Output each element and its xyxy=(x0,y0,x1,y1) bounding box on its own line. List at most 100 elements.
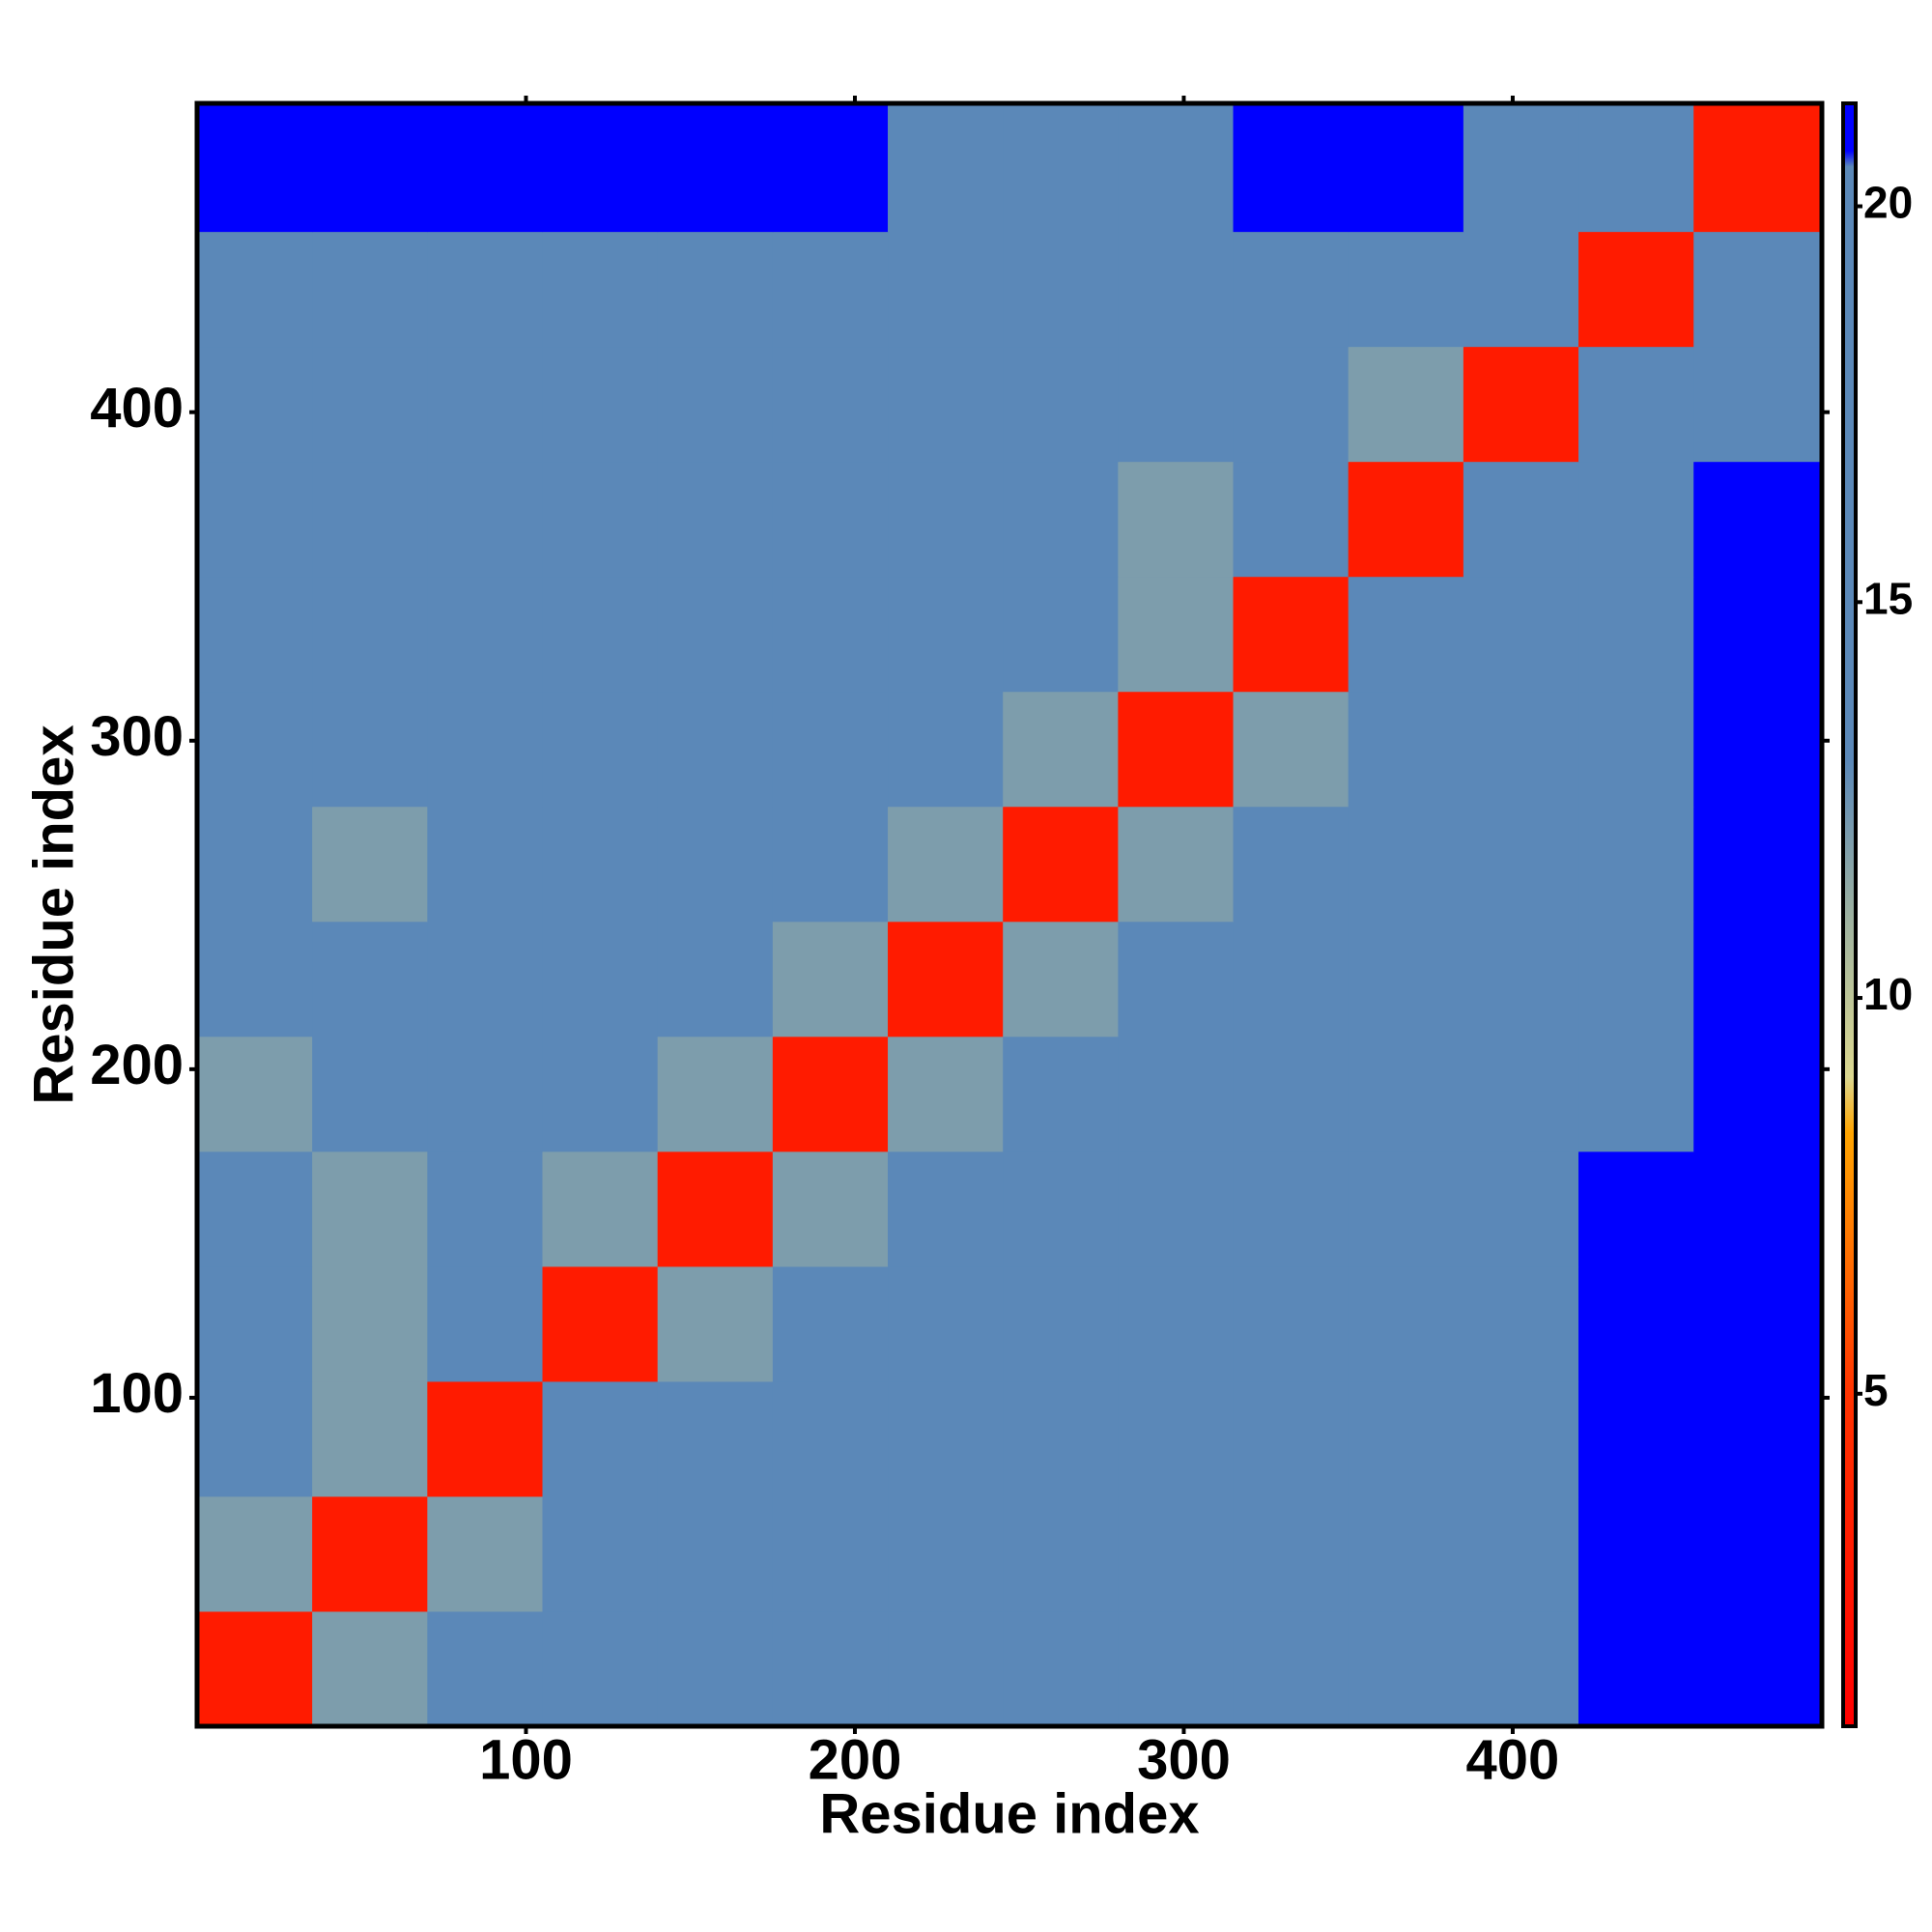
colorbar-tick-label: 15 xyxy=(1863,573,1913,623)
heatmap-cell xyxy=(1003,461,1119,578)
heatmap-cell xyxy=(657,346,774,463)
heatmap-cell xyxy=(1578,1495,1694,1612)
heatmap-cell xyxy=(1003,691,1119,808)
heatmap-cell xyxy=(1348,1265,1464,1382)
heatmap-cell xyxy=(1348,461,1464,578)
heatmap-cell xyxy=(1118,1380,1235,1497)
heatmap-cell xyxy=(1233,1610,1350,1727)
heatmap-cell xyxy=(312,691,428,808)
heatmap-cell xyxy=(312,921,428,1037)
heatmap-cell xyxy=(1693,461,1823,578)
heatmap-cell xyxy=(1463,1265,1579,1382)
heatmap-cell xyxy=(542,1151,659,1267)
heatmap-cell xyxy=(312,346,428,463)
heatmap-cell xyxy=(1118,231,1235,348)
heatmap-cell xyxy=(772,1380,889,1497)
heatmap-cell xyxy=(657,103,774,233)
colorbar xyxy=(1841,101,1858,1728)
heatmap-cell xyxy=(312,1610,428,1727)
heatmap-cell xyxy=(197,691,313,808)
heatmap-cell xyxy=(888,103,1004,233)
heatmap-cell xyxy=(1578,346,1694,463)
heatmap-cell xyxy=(542,1495,659,1612)
y-tick-label: 100 xyxy=(90,1362,184,1425)
heatmap-cell xyxy=(312,1380,428,1497)
heatmap-cell xyxy=(542,103,659,233)
heatmap-cell xyxy=(1693,1036,1823,1152)
y-tick-label: 400 xyxy=(90,377,184,440)
heatmap-cell xyxy=(657,1610,774,1727)
heatmap xyxy=(197,103,1823,1727)
heatmap-cell xyxy=(1233,921,1350,1037)
heatmap-cell xyxy=(772,1495,889,1612)
heatmap-cell xyxy=(1578,1610,1694,1727)
heatmap-cell xyxy=(1003,806,1119,923)
y-tick-label: 300 xyxy=(90,705,184,768)
heatmap-cell xyxy=(1578,921,1694,1037)
heatmap-cell xyxy=(1348,1036,1464,1152)
heatmap-cell xyxy=(1348,231,1464,348)
colorbar-tick-label: 10 xyxy=(1863,969,1913,1019)
heatmap-cell xyxy=(772,1265,889,1382)
heatmap-cell xyxy=(1348,346,1464,463)
heatmap-cell xyxy=(542,461,659,578)
heatmap-cell xyxy=(1693,1151,1823,1267)
heatmap-cell xyxy=(312,1495,428,1612)
heatmap-cell xyxy=(1118,1610,1235,1727)
heatmap-cell xyxy=(1348,1610,1464,1727)
heatmap-cell xyxy=(1348,1380,1464,1497)
heatmap-cell xyxy=(772,461,889,578)
heatmap-cell xyxy=(1463,346,1579,463)
heatmap-cell xyxy=(427,1380,544,1497)
heatmap-cell xyxy=(1003,1265,1119,1382)
heatmap-cell xyxy=(1463,576,1579,693)
heatmap-cell xyxy=(1118,1151,1235,1267)
heatmap-cell xyxy=(1233,346,1350,463)
heatmap-cell xyxy=(1578,1380,1694,1497)
heatmap-cell xyxy=(1463,231,1579,348)
heatmap-cell xyxy=(1233,1265,1350,1382)
heatmap-cell xyxy=(888,806,1004,923)
heatmap-cell xyxy=(888,1036,1004,1152)
heatmap-cell xyxy=(888,691,1004,808)
heatmap-cell xyxy=(1233,806,1350,923)
heatmap-cell xyxy=(312,461,428,578)
y-axis-label: Residue index xyxy=(22,724,85,1104)
x-axis-label: Residue index xyxy=(819,1782,1199,1845)
heatmap-cell xyxy=(1003,921,1119,1037)
heatmap-cell xyxy=(1693,806,1823,923)
heatmap-cell xyxy=(1003,1151,1119,1267)
heatmap-cell xyxy=(772,231,889,348)
heatmap-cell xyxy=(1693,103,1823,233)
heatmap-cell xyxy=(1118,691,1235,808)
heatmap-cell xyxy=(542,1610,659,1727)
heatmap-cell xyxy=(1348,576,1464,693)
heatmap-cell xyxy=(1348,806,1464,923)
heatmap-cell xyxy=(888,1265,1004,1382)
heatmap-cell xyxy=(657,1495,774,1612)
heatmap-cell xyxy=(1348,103,1464,233)
heatmap-cell xyxy=(1463,1380,1579,1497)
heatmap-cell xyxy=(312,1265,428,1382)
heatmap-cell xyxy=(1118,921,1235,1037)
heatmap-cell xyxy=(1463,921,1579,1037)
heatmap-cell xyxy=(772,576,889,693)
heatmap-cell xyxy=(427,921,544,1037)
heatmap-cell xyxy=(542,806,659,923)
heatmap-cell xyxy=(1693,1380,1823,1497)
heatmap-cell xyxy=(888,1610,1004,1727)
heatmap-cell xyxy=(312,576,428,693)
x-tick-label: 300 xyxy=(1137,1728,1231,1791)
heatmap-cell xyxy=(1348,921,1464,1037)
heatmap-cell xyxy=(312,231,428,348)
heatmap-cell xyxy=(888,576,1004,693)
heatmap-cell xyxy=(1233,691,1350,808)
heatmap-cell xyxy=(1463,103,1579,233)
heatmap-cell xyxy=(1693,231,1823,348)
heatmap-cell xyxy=(888,461,1004,578)
heatmap-cell xyxy=(427,1036,544,1152)
heatmap-cell xyxy=(312,1151,428,1267)
x-tick-label: 400 xyxy=(1466,1728,1560,1791)
heatmap-cell xyxy=(772,1610,889,1727)
plot-frame xyxy=(194,100,1825,1729)
